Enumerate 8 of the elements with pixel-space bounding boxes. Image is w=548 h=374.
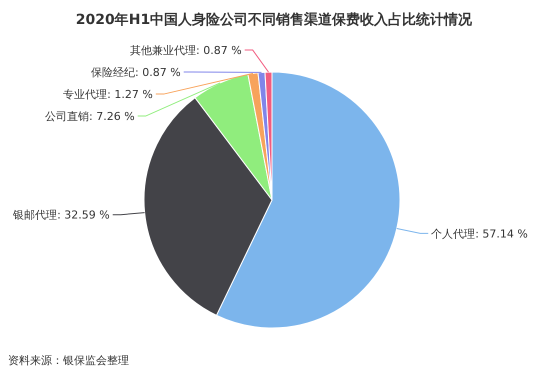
slice-label: 公司直销: 7.26 %: [45, 110, 135, 124]
slice-label: 保险经纪: 0.87 %: [91, 66, 181, 80]
slice-label: 银邮代理: 32.59 %: [12, 208, 110, 222]
slice-label: 个人代理: 57.14 %: [431, 227, 528, 240]
slice-label: 专业代理: 1.27 %: [63, 88, 153, 102]
text: 资料来源：银保监会整理: [8, 354, 129, 367]
slice-label: 其他兼业代理: 0.87 %: [130, 44, 242, 58]
chart-title: 2020年H1中国人身险公司不同销售渠道保费收入占比统计情况: [76, 11, 474, 28]
